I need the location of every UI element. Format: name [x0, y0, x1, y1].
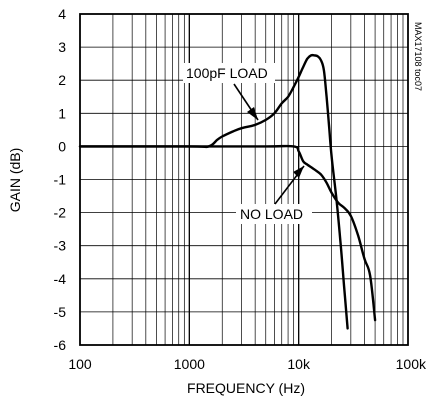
y-tick-label: -4 — [54, 271, 67, 287]
series-line-100pf-load — [78, 53, 349, 330]
figure-code: MAX17108 toc07 — [413, 22, 423, 91]
plot-frame — [79, 13, 409, 346]
annotation-100pf-arrowhead — [247, 107, 258, 120]
x-tick-labels: 100 1000 10k 100k — [68, 356, 427, 372]
x-axis-title: FREQUENCY (Hz) — [187, 380, 305, 396]
y-tick-label: 2 — [58, 72, 66, 88]
x-tick-label: 100 — [68, 356, 92, 372]
y-tick-label: -5 — [54, 304, 67, 320]
series-line-no-load — [78, 144, 377, 322]
y-tick-label: 0 — [58, 138, 66, 154]
plot-border — [79, 13, 409, 346]
y-tick-label: 1 — [58, 105, 66, 121]
annotation-no-load: NO LOAD — [240, 206, 303, 222]
y-tick-labels: 4 3 2 1 0 -1 -2 -3 -4 -5 -6 — [54, 6, 67, 353]
series-group — [78, 53, 377, 330]
y-tick-label: -1 — [54, 172, 67, 188]
x-tick-label: 10k — [287, 356, 311, 372]
y-tick-label: -3 — [54, 238, 67, 254]
x-tick-label: 100k — [396, 356, 427, 372]
y-tick-label: 3 — [58, 39, 66, 55]
x-tick-label: 1000 — [174, 356, 205, 372]
y-tick-label: 4 — [58, 6, 66, 22]
y-axis-title: GAIN (dB) — [7, 148, 23, 213]
annotation-noload-label-bg — [236, 204, 312, 224]
y-tick-label: -2 — [54, 205, 67, 221]
y-tick-label: -6 — [54, 337, 67, 353]
annotation-100pf-label-bg — [183, 63, 275, 83]
annotation-noload-arrowhead — [293, 166, 304, 178]
annotation-100pf-load: 100pF LOAD — [186, 65, 268, 81]
